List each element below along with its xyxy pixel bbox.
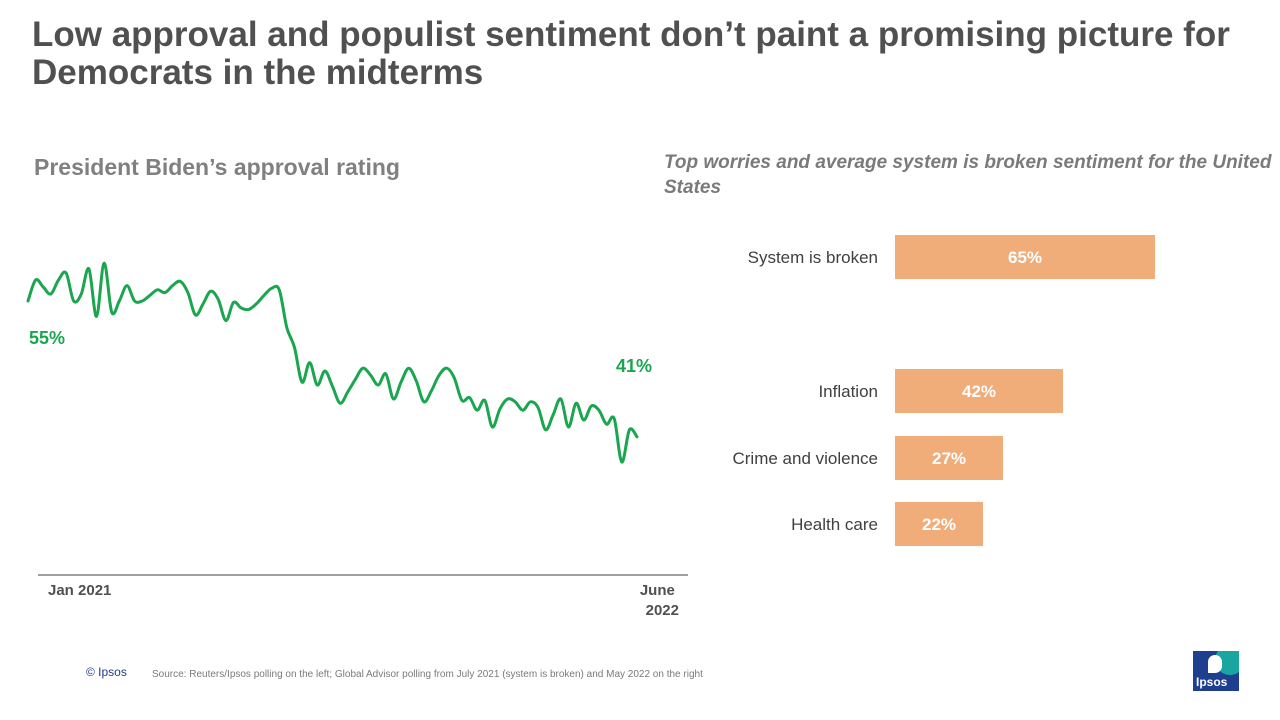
x-tick-start: Jan 2021 xyxy=(48,582,111,599)
bar-health-care xyxy=(895,502,983,546)
category-label: Crime and violence xyxy=(732,449,878,468)
page-title: Low approval and populist sentiment don’… xyxy=(32,15,1230,92)
start-value-label: 55% xyxy=(29,328,65,348)
worries-bar-chart: System is broken 65% Inflation 42% Crime and… xyxy=(732,235,1155,546)
bar-value-label: 22% xyxy=(922,515,956,534)
category-label: Health care xyxy=(791,515,878,534)
category-label: Inflation xyxy=(818,382,878,401)
source-note: Source: Reuters/Ipsos polling on the lef… xyxy=(152,669,703,680)
ipsos-logo: Ipsos xyxy=(1193,651,1239,691)
category-label: System is broken xyxy=(748,248,878,267)
approval-line-chart: 55% 41% Jan 2021 June 2022 xyxy=(26,261,688,619)
end-value-label: 41% xyxy=(616,356,652,376)
bar-crime-and-violence xyxy=(895,436,1003,480)
copyright: © Ipsos xyxy=(86,665,127,679)
bar-chart-title: Top worries and average system is broken… xyxy=(664,152,1272,198)
bar-system-is-broken xyxy=(895,235,1155,279)
bar-value-label: 27% xyxy=(932,449,966,468)
bar-value-label: 42% xyxy=(962,382,996,401)
line-chart-title: President Biden’s approval rating xyxy=(34,154,400,180)
bar-inflation xyxy=(895,369,1063,413)
logo-text: Ipsos xyxy=(1196,675,1228,689)
approval-series-line xyxy=(26,261,639,464)
x-tick-end: June 2022 xyxy=(640,582,679,619)
bar-value-label: 65% xyxy=(1008,248,1042,267)
